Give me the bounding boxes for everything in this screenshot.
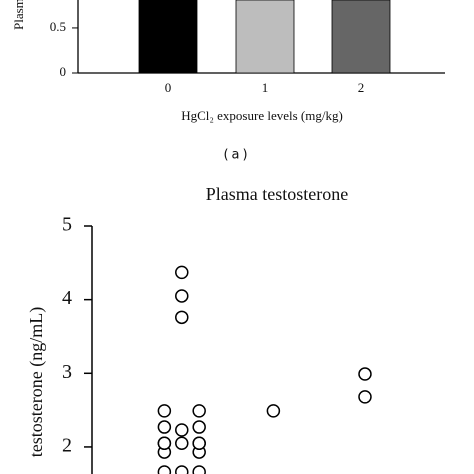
point xyxy=(175,423,189,437)
point xyxy=(175,265,189,280)
point xyxy=(157,465,172,474)
point xyxy=(175,310,189,325)
y-tick-label: 4 xyxy=(62,287,72,309)
point xyxy=(358,367,372,381)
bar xyxy=(235,0,295,74)
point xyxy=(358,390,372,404)
x-tick-label: 1 xyxy=(262,80,269,95)
chart-title: Plasma testosterone xyxy=(206,184,348,204)
point xyxy=(157,420,172,434)
point xyxy=(266,404,281,418)
point xyxy=(175,436,189,451)
point xyxy=(192,436,206,451)
y-tick-label: 0 xyxy=(60,64,67,79)
point xyxy=(157,436,172,451)
point xyxy=(175,289,189,303)
y-tick-label: 5 xyxy=(62,214,72,236)
point xyxy=(192,420,206,434)
y-tick-label: 3 xyxy=(62,361,72,383)
point xyxy=(192,465,206,474)
y-axis-label: testosterone (ng/mL) xyxy=(26,307,47,457)
bar xyxy=(331,0,391,74)
point xyxy=(175,465,189,474)
panel-label: (a) xyxy=(223,148,250,163)
point xyxy=(157,404,172,418)
x-tick-label: 0 xyxy=(165,80,172,95)
x-axis-label: HgCl₂ exposure levels (mg/kg) xyxy=(181,108,343,123)
x-tick-label: 2 xyxy=(358,80,365,95)
point xyxy=(192,404,206,418)
y-tick-label: 0.5 xyxy=(50,19,66,34)
y-tick-label: 2 xyxy=(62,435,72,457)
y-axis-label: Plasm xyxy=(11,0,26,30)
bar xyxy=(138,0,198,74)
